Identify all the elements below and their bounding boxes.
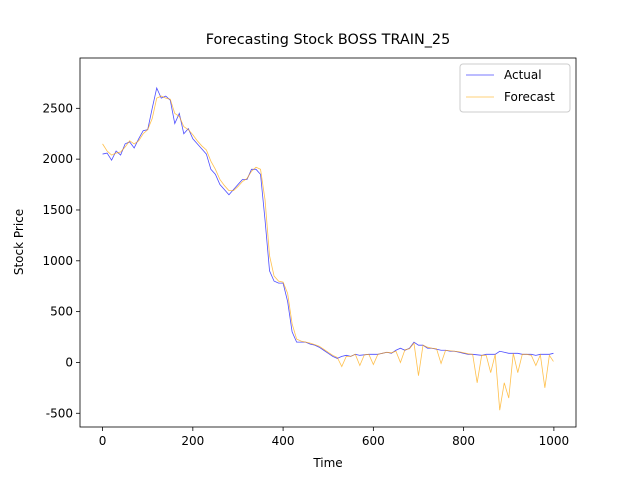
- x-tick-label: 600: [362, 434, 385, 448]
- x-tick-label: 200: [181, 434, 204, 448]
- legend-box: [459, 63, 571, 113]
- y-tick-label: 1000: [42, 254, 73, 268]
- plot-area: [102, 86, 554, 411]
- legend-label: Actual: [504, 68, 542, 82]
- y-tick-label: 2000: [42, 152, 73, 166]
- data-line: [102, 86, 554, 359]
- y-tick-label: 500: [50, 305, 73, 319]
- legend-label: Forecast: [504, 90, 555, 104]
- x-tick-label: 800: [452, 434, 475, 448]
- chart-title: Forecasting Stock BOSS TRAIN_25: [206, 32, 450, 48]
- x-axis-label: Time: [312, 456, 342, 470]
- y-tick-label: 1500: [42, 203, 73, 217]
- x-tick-label: 1000: [539, 434, 570, 448]
- y-tick-label: -500: [46, 406, 73, 420]
- x-tick-label: 400: [272, 434, 295, 448]
- y-tick-label: 2500: [42, 101, 73, 115]
- y-tick-label: 0: [65, 355, 73, 369]
- axes-frame: [79, 57, 577, 428]
- x-tick-label: 0: [99, 434, 107, 448]
- y-axis-label: Stock Price: [12, 209, 26, 275]
- data-line: [102, 95, 554, 411]
